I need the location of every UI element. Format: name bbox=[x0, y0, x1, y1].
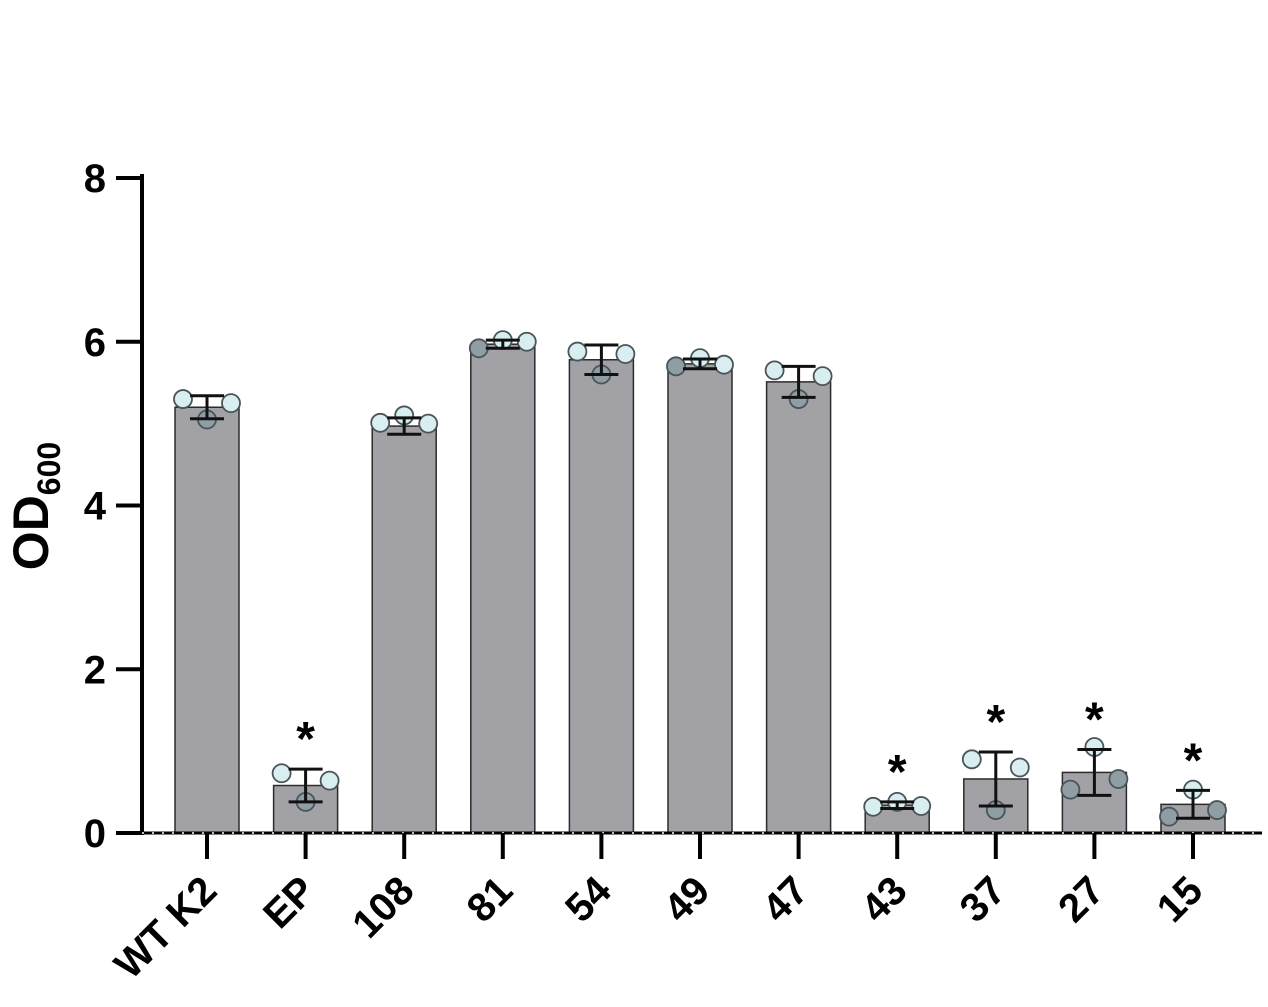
x-tick-label: 108 bbox=[344, 868, 422, 946]
data-point bbox=[666, 356, 686, 377]
data-point bbox=[221, 393, 241, 414]
bars bbox=[174, 343, 1226, 834]
data-point bbox=[1108, 769, 1129, 789]
y-tick-label: 2 bbox=[84, 648, 106, 692]
y-axis-title: OD600 bbox=[3, 442, 67, 570]
data-point bbox=[714, 354, 734, 375]
data-point bbox=[468, 338, 489, 359]
bar-49 bbox=[667, 363, 733, 834]
significance-star: * bbox=[986, 696, 1005, 749]
significance-markers: * * * * * bbox=[296, 693, 1202, 798]
significance-star: * bbox=[888, 746, 907, 799]
data-point bbox=[863, 796, 884, 817]
bar-wt-k2 bbox=[174, 406, 240, 834]
x-tick-label: WT K2 bbox=[106, 868, 225, 987]
data-point bbox=[319, 770, 340, 791]
x-tick-label: 54 bbox=[557, 868, 620, 931]
bar-54 bbox=[568, 359, 635, 834]
data-point bbox=[418, 413, 439, 434]
data-point bbox=[812, 366, 833, 387]
x-tick-label: 43 bbox=[853, 868, 916, 931]
x-tick-label: 47 bbox=[754, 868, 817, 931]
data-point bbox=[173, 389, 193, 409]
data-point bbox=[370, 412, 391, 433]
y-tick-label: 6 bbox=[84, 321, 106, 365]
data-point bbox=[567, 341, 588, 362]
data-point bbox=[961, 749, 982, 770]
significance-star: * bbox=[1184, 734, 1203, 787]
bar-81 bbox=[470, 343, 536, 834]
data-point bbox=[1159, 806, 1179, 827]
x-tick-label: 27 bbox=[1050, 868, 1113, 931]
y-tick-label: 0 bbox=[84, 812, 106, 856]
data-point bbox=[1207, 800, 1227, 820]
significance-star: * bbox=[296, 713, 315, 766]
data-point bbox=[764, 360, 785, 381]
bar-47 bbox=[765, 381, 832, 834]
x-tick-label: 49 bbox=[656, 868, 719, 931]
data-point bbox=[271, 763, 292, 784]
significance-star: * bbox=[1085, 693, 1104, 746]
bar-108 bbox=[371, 425, 437, 834]
x-tick-label: EP bbox=[255, 868, 324, 937]
data-point bbox=[911, 796, 932, 816]
data-point bbox=[615, 344, 636, 364]
data-point bbox=[1009, 757, 1030, 778]
y-tick-label: 8 bbox=[84, 157, 106, 201]
error-bars bbox=[190, 338, 1210, 820]
x-tick-label: 81 bbox=[459, 868, 522, 931]
data-point bbox=[1060, 779, 1081, 800]
x-tick-label: 37 bbox=[952, 868, 1015, 931]
data-point bbox=[516, 331, 537, 352]
x-axis: WT K2 EP 108 81 54 49 47 43 37 27 15 bbox=[106, 831, 1262, 987]
y-axis: 0 2 4 6 8 bbox=[84, 157, 144, 856]
x-tick-label: 15 bbox=[1149, 868, 1212, 931]
y-tick-label: 4 bbox=[84, 485, 107, 529]
